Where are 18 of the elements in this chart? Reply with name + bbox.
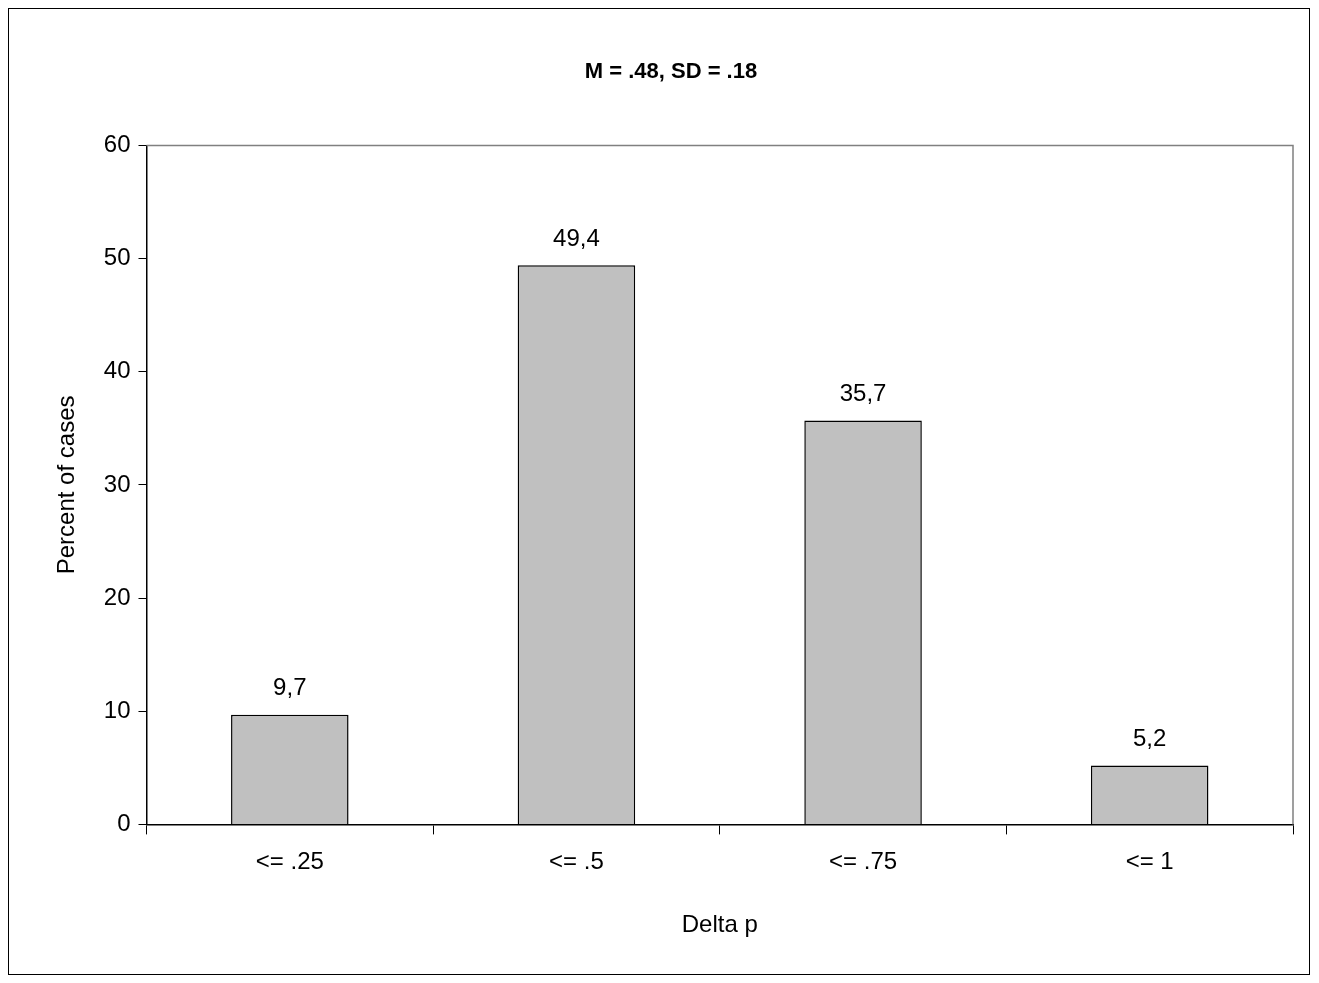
y-tick-label: 0 [117, 809, 131, 837]
x-tick-label: <= .5 [549, 847, 604, 875]
x-tick-label: <= .25 [255, 847, 324, 875]
data-label: 5,2 [1133, 724, 1167, 752]
y-tick-label: 50 [103, 243, 131, 271]
y-tick-label: 10 [103, 695, 131, 723]
data-label: 49,4 [553, 223, 600, 251]
y-tick-label: 60 [103, 130, 131, 158]
chart-title: M = .48, SD = .18 [584, 58, 758, 84]
data-label: 9,7 [273, 673, 307, 701]
x-axis-title: Delta p [681, 910, 758, 938]
y-tick-label: 20 [103, 582, 131, 610]
x-tick-label: <= .75 [829, 847, 898, 875]
data-label: 35,7 [839, 379, 887, 407]
y-tick-label: 30 [103, 469, 131, 497]
x-tick-label: <= 1 [1125, 847, 1174, 875]
y-tick-label: 40 [103, 356, 131, 384]
y-axis-title: Percent of cases [52, 395, 80, 575]
